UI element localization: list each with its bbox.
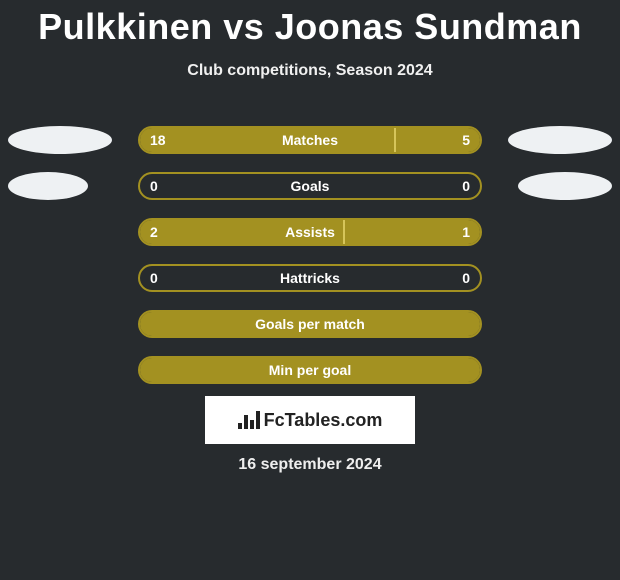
stat-row: Min per goal	[0, 356, 620, 384]
stat-row: Goals per match	[0, 310, 620, 338]
stat-left-value: 2	[150, 224, 158, 240]
stat-left-value: 0	[150, 270, 158, 286]
stat-row: 2 1 Assists	[0, 218, 620, 246]
stat-bar: 2 1 Assists	[138, 218, 482, 246]
page-title: Pulkkinen vs Joonas Sundman	[0, 0, 620, 48]
stat-bar: Goals per match	[138, 310, 482, 338]
stat-label: Assists	[285, 224, 335, 240]
badge-text: FcTables.com	[264, 410, 383, 431]
stat-bar: 18 5 Matches	[138, 126, 482, 154]
stat-row: 18 5 Matches	[0, 126, 620, 154]
stats-container: 18 5 Matches 0 0 Goals 2 1 Assists 0 0 Hattricks Goa…	[0, 126, 620, 384]
stat-right-value: 0	[462, 270, 470, 286]
source-badge: FcTables.com	[205, 396, 415, 444]
player-left-ellipse	[8, 126, 112, 154]
stat-right-value: 1	[462, 224, 470, 240]
stat-bar-divider	[394, 128, 396, 152]
date-line: 16 september 2024	[0, 456, 620, 474]
stat-bar: 0 0 Goals	[138, 172, 482, 200]
stat-bar: 0 0 Hattricks	[138, 264, 482, 292]
stat-label: Hattricks	[280, 270, 340, 286]
stat-label: Matches	[282, 132, 338, 148]
stat-right-value: 0	[462, 178, 470, 194]
player-left-ellipse	[8, 172, 88, 200]
page-subtitle: Club competitions, Season 2024	[0, 62, 620, 80]
stat-bar-divider	[343, 220, 345, 244]
stat-bar: Min per goal	[138, 356, 482, 384]
bars-icon	[238, 411, 260, 429]
stat-label: Min per goal	[269, 362, 351, 378]
stat-label: Goals	[291, 178, 330, 194]
stat-right-value: 5	[462, 132, 470, 148]
stat-bar-right-fill	[344, 220, 480, 244]
stat-left-value: 0	[150, 178, 158, 194]
stat-left-value: 18	[150, 132, 166, 148]
player-right-ellipse	[518, 172, 612, 200]
player-right-ellipse	[508, 126, 612, 154]
stat-row: 0 0 Goals	[0, 172, 620, 200]
stat-bar-left-fill	[140, 128, 395, 152]
stat-row: 0 0 Hattricks	[0, 264, 620, 292]
stat-label: Goals per match	[255, 316, 365, 332]
